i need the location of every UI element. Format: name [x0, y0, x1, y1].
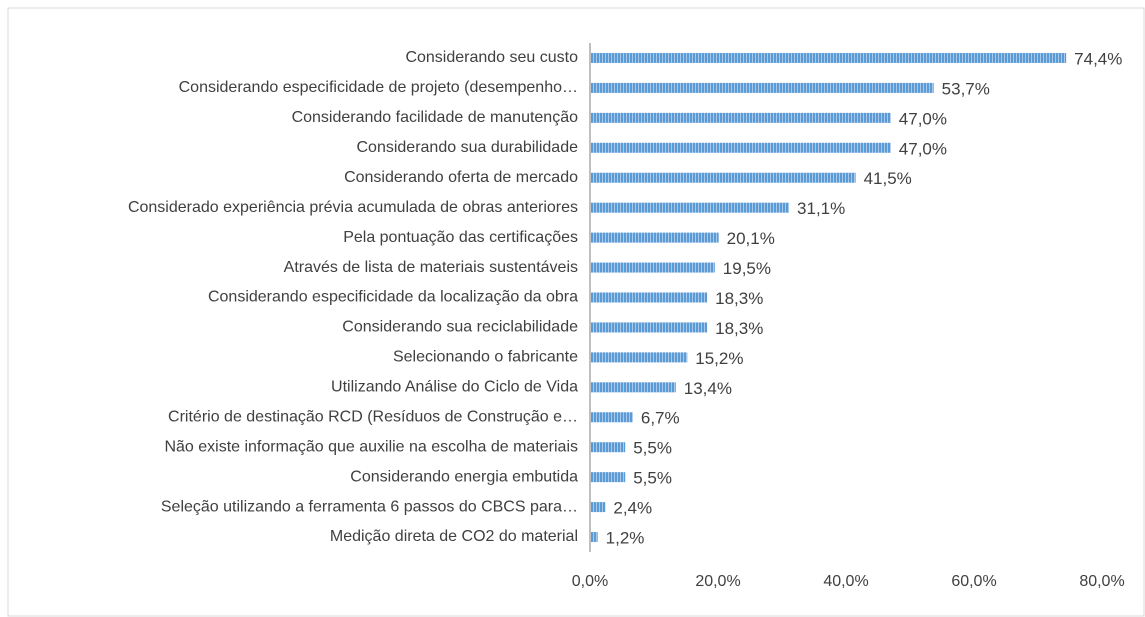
category-label: Seleção utilizando a ferramenta 6 passos…: [161, 498, 578, 515]
category-label: Considerando sua durabilidade: [357, 139, 579, 156]
category-label: Considerando oferta de mercado: [344, 169, 578, 186]
value-label: 19,5%: [723, 259, 771, 278]
x-tick-label: 80,0%: [1079, 573, 1124, 590]
x-tick-label: 60,0%: [951, 573, 996, 590]
value-label: 18,3%: [715, 289, 763, 308]
value-label: 13,4%: [684, 379, 732, 398]
category-label: Utilizando Análise do Ciclo de Vida: [331, 379, 578, 396]
bar: [590, 382, 676, 393]
category-label: Critério de destinação RCD (Resíduos de …: [168, 408, 578, 425]
value-label: 20,1%: [727, 229, 775, 248]
x-tick-label: 40,0%: [823, 573, 868, 590]
bar: [590, 202, 790, 213]
bar: [590, 292, 708, 303]
bar: [590, 352, 688, 363]
bar: [590, 142, 891, 153]
bar: [590, 412, 633, 423]
category-label: Considerando facilidade de manutenção: [292, 109, 579, 126]
bar: [590, 112, 891, 123]
x-tick-label: 20,0%: [695, 573, 740, 590]
category-label: Considerando energia embutida: [350, 468, 578, 485]
x-tick-label: 0,0%: [572, 573, 608, 590]
category-label: Considerando seu custo: [405, 49, 578, 66]
category-label: Considerando especificidade de projeto (…: [179, 79, 578, 96]
category-label: Selecionando o fabricante: [393, 349, 578, 366]
value-label: 47,0%: [899, 139, 947, 158]
bar: [590, 502, 606, 513]
bar: [590, 322, 708, 333]
category-label: Considerando sua reciclabilidade: [342, 319, 578, 336]
chart-border: [7, 7, 1145, 617]
value-label: 31,1%: [797, 199, 845, 218]
bar: [590, 52, 1067, 63]
category-label: Pela pontuação das certificações: [343, 229, 578, 246]
value-label: 2,4%: [613, 499, 652, 518]
value-label: 18,3%: [715, 319, 763, 338]
value-label: 15,2%: [695, 349, 743, 368]
value-label: 47,0%: [899, 109, 947, 128]
bar: [590, 442, 626, 453]
bar: [590, 262, 715, 273]
category-label: Através de lista de materiais sustentáve…: [284, 259, 578, 276]
value-label: 41,5%: [864, 169, 912, 188]
bar: [590, 172, 856, 183]
value-label: 1,2%: [606, 529, 645, 548]
value-label: 53,7%: [942, 79, 990, 98]
category-label: Não existe informação que auxilie na esc…: [164, 438, 578, 455]
value-label: 6,7%: [641, 409, 680, 428]
bar: [590, 232, 719, 243]
value-label: 5,5%: [633, 439, 672, 458]
bar: [590, 532, 598, 543]
value-label: 74,4%: [1074, 49, 1122, 68]
category-label: Considerado experiência prévia acumulada…: [128, 199, 578, 216]
category-label: Considerando especificidade da localizaç…: [208, 289, 578, 306]
bar: [590, 82, 934, 93]
category-label: Medição direta de CO2 do material: [330, 528, 578, 545]
value-label: 5,5%: [633, 469, 672, 488]
bar: [590, 472, 626, 483]
